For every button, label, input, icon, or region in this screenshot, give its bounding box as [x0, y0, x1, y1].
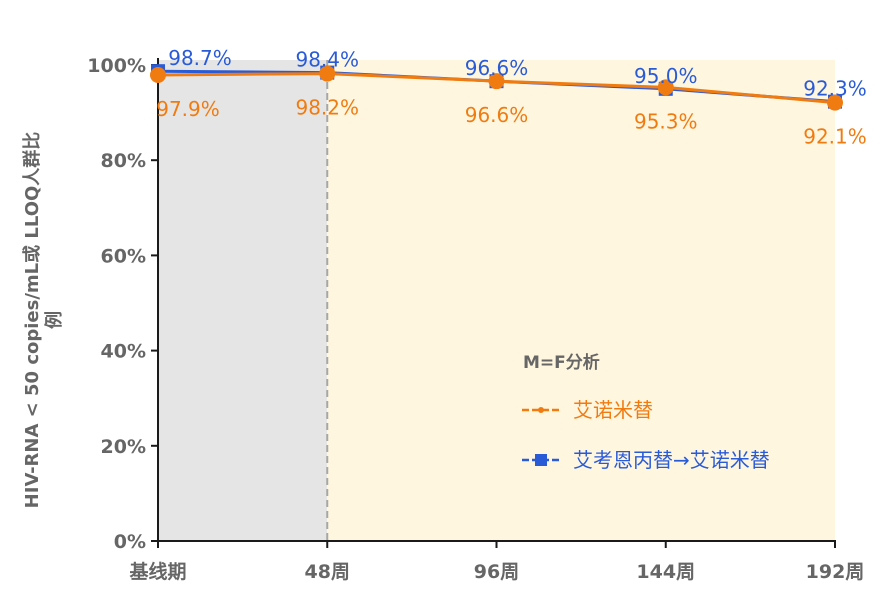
x-tick-label: 48周	[305, 561, 350, 583]
series	[150, 64, 843, 111]
x-tick-label: 144周	[636, 561, 695, 583]
followup-region	[327, 60, 835, 541]
data-label-orange: 95.3%	[634, 109, 698, 133]
point-orange	[150, 66, 166, 83]
legend-label-blue: 艾考恩丙替→艾诺米替	[573, 448, 770, 472]
x-tick-label: 192周	[806, 561, 865, 583]
y-axis-label: HIV-RNA < 50 copies/mL或 LLOQ人群比例	[21, 132, 65, 509]
point-orange	[827, 94, 843, 111]
y-tick-label: 80%	[101, 150, 146, 172]
point-orange	[488, 73, 505, 90]
y-tick-label: 20%	[101, 436, 146, 458]
y-axis-label-line: HIV-RNA < 50 copies/mL或 LLOQ人群比	[21, 132, 43, 509]
legend-item-blue: 艾考恩丙替→艾诺米替	[522, 448, 770, 472]
point-orange	[657, 79, 674, 96]
baseline-region	[158, 60, 328, 541]
data-label-blue: 95.0%	[634, 64, 698, 88]
point-orange	[319, 65, 336, 82]
data-label-orange: 97.9%	[156, 97, 220, 121]
y-tick-label: 40%	[101, 341, 146, 363]
y-tick-label: 60%	[101, 245, 146, 267]
data-label-blue: 92.3%	[803, 77, 867, 101]
data-label-orange: 96.6%	[465, 103, 529, 127]
y-tick-label: 0%	[114, 531, 146, 553]
legend: M=F分析 艾诺米替 艾考恩丙替→艾诺米替	[522, 352, 770, 472]
x-tick-label: 基线期	[128, 560, 186, 583]
y-tick-label: 100%	[87, 55, 146, 77]
legend-title: M=F分析	[523, 352, 600, 373]
x-tick-label: 96周	[474, 561, 519, 583]
data-labels: 98.7% 98.4% 96.6% 95.0% 92.3% 97.9% 98.2% 96.6%…	[156, 46, 867, 148]
legend-label-orange: 艾诺米替	[573, 398, 653, 422]
legend-marker-orange	[538, 407, 544, 413]
axes: 0% 20% 40% 60% 80% 100% 基线期 48周 96周 144周 192周 HIV-R…	[21, 55, 864, 583]
data-label-orange: 92.1%	[803, 125, 867, 149]
data-label-blue: 98.7%	[168, 46, 232, 70]
data-label-orange: 98.2%	[295, 96, 359, 120]
data-label-blue: 96.6%	[465, 56, 529, 80]
background-regions	[158, 60, 835, 541]
legend-marker-blue	[535, 454, 547, 466]
y-axis-label-line: 例	[43, 311, 65, 329]
data-label-blue: 98.4%	[295, 48, 359, 72]
legend-item-orange: 艾诺米替	[522, 398, 653, 422]
